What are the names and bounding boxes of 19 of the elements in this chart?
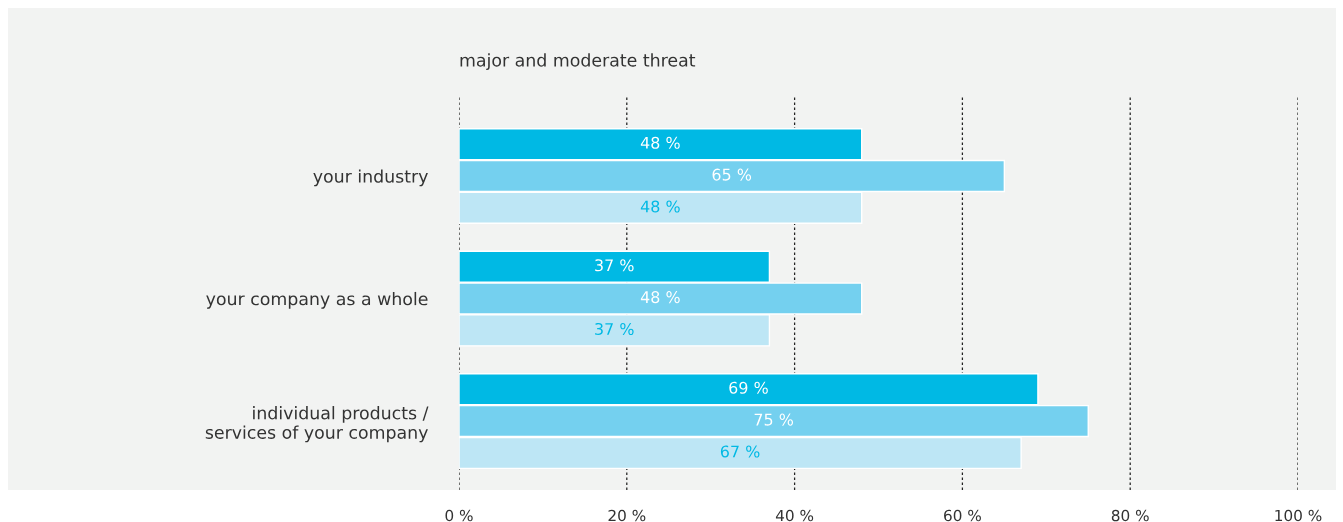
x-tick-label: 40 % [775,509,814,522]
text: 48 % [640,200,680,213]
x-tick-label: 100 % [1275,509,1322,522]
text: 37 % [595,322,634,336]
y-tick-label: your company as a whole [206,291,428,309]
text: 69 % [729,381,768,394]
x-tick-label: 0 % [445,509,473,522]
text: 37 % [595,259,634,272]
x-tick-label: 60 % [944,509,981,522]
text: 48 % [640,291,680,304]
text: 48 % [640,136,680,149]
x-tick-label: 80 % [1111,509,1149,522]
y-tick-label: individual products / services of your company [205,406,429,443]
text: 67 % [720,445,760,458]
y-tick-label: your industry [313,169,428,187]
text: 75 % [754,413,794,426]
text: 65 % [712,168,752,181]
chart-title: major and moderate threat [460,53,696,71]
x-tick-label: 20 % [608,509,646,522]
